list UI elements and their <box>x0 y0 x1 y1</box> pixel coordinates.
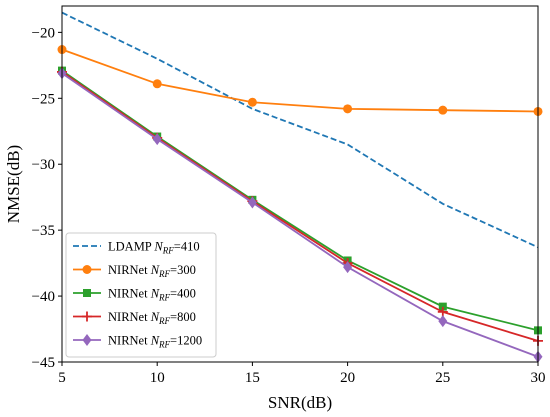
y-tick-label: −35 <box>32 223 55 239</box>
legend-item-4: NIRNet NRF=1200 <box>73 334 202 350</box>
y-tick-label: −45 <box>32 355 55 371</box>
data-point <box>343 104 353 114</box>
legend-box <box>65 232 217 358</box>
data-point <box>152 133 162 146</box>
ticks-layer: 5 10 15 20 25 30 −20 −25 −30 −35 −40 −45 <box>32 25 546 386</box>
plot-frame <box>61 5 539 363</box>
series-line <box>61 72 539 358</box>
legend-marker <box>82 265 92 274</box>
legend-item-1: NIRNet NRF=300 <box>73 263 196 279</box>
series-line <box>61 69 539 332</box>
x-tick-label: 10 <box>150 370 165 386</box>
y-tick-label: −40 <box>32 289 55 305</box>
data-point <box>247 196 257 209</box>
legend: LDAMP NRF=410 NIRNet NRF=300 NIRNet NRF=40… <box>65 232 217 358</box>
series-line <box>61 48 539 113</box>
legend-label: NIRNet NRF=300 <box>108 263 196 279</box>
x-axis-title: SNR(dB) <box>268 393 332 412</box>
legend-marker <box>82 334 92 346</box>
data-point <box>152 79 162 89</box>
data-point <box>343 261 353 274</box>
series-line <box>61 11 539 249</box>
legend-item-3: NIRNet NRF=800 <box>73 310 196 326</box>
data-point <box>247 97 257 107</box>
legend-label: NIRNet NRF=400 <box>108 287 196 303</box>
series-line <box>61 71 539 342</box>
y-tick-label: −30 <box>32 157 55 173</box>
legend-item-2: NIRNet NRF=400 <box>73 287 196 303</box>
x-tick-label: 20 <box>340 370 355 386</box>
x-tick-label: 25 <box>435 370 450 386</box>
x-tick-label: 15 <box>245 370 260 386</box>
data-point <box>438 315 448 328</box>
x-tick-label: 30 <box>531 370 546 386</box>
series-4 <box>57 67 543 363</box>
legend-item-0: LDAMP NRF=410 <box>73 240 200 256</box>
y-tick-label: −25 <box>32 91 55 107</box>
data-point <box>438 302 447 311</box>
legend-marker <box>82 311 92 322</box>
legend-label: NIRNet NRF=800 <box>108 310 196 326</box>
legend-marker <box>83 289 91 297</box>
legend-label: NIRNet NRF=1200 <box>108 334 202 350</box>
legend-label: LDAMP NRF=410 <box>108 240 200 256</box>
series-0 <box>61 11 539 249</box>
y-axis-title: NMSE(dB) <box>4 145 23 223</box>
series-1 <box>57 45 543 116</box>
y-tick-label: −20 <box>32 25 55 41</box>
data-point <box>438 105 448 115</box>
x-tick-label: 5 <box>58 370 66 386</box>
